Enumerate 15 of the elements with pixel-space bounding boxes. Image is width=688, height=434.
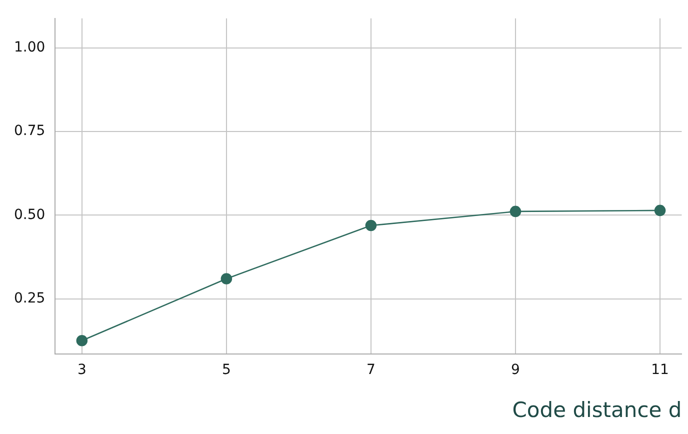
y-tick-label: 0.75 (14, 123, 46, 140)
y-tick-label: 1.00 (14, 39, 46, 56)
y-tick-label: 0.25 (14, 290, 46, 306)
point (220, 273, 232, 284)
point (654, 204, 666, 216)
point (365, 220, 377, 232)
x-axis-title: Code distance d (512, 398, 682, 422)
x-tick-label: 5 (222, 362, 231, 378)
x-tick-label: 9 (511, 362, 520, 378)
point (76, 334, 88, 346)
y-tick-label: 0.50 (14, 206, 46, 223)
x-tick-label: 3 (77, 362, 86, 378)
x-tick-label: 11 (651, 362, 669, 378)
point (510, 206, 522, 218)
x-tick-label: 7 (366, 362, 376, 378)
